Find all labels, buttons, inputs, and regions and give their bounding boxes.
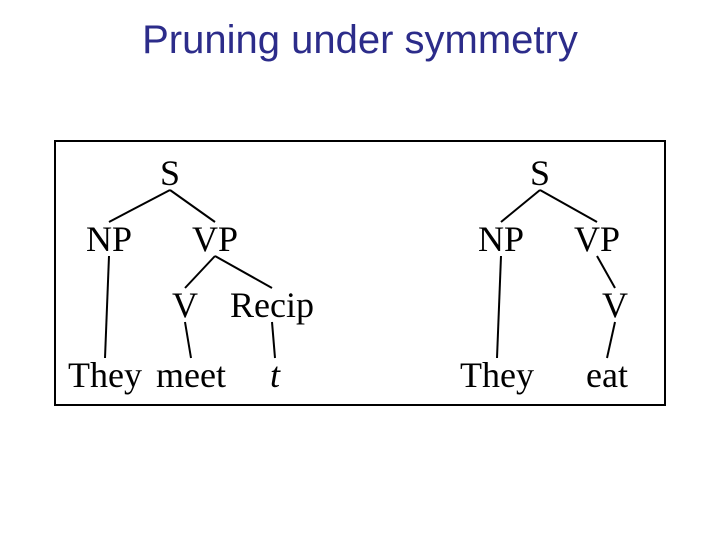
right-node-they: They	[460, 354, 534, 396]
left-node-s: S	[160, 152, 180, 194]
diagram-frame	[54, 140, 666, 406]
left-node-they: They	[68, 354, 142, 396]
left-node-vp: VP	[192, 218, 238, 260]
right-node-np: NP	[478, 218, 524, 260]
right-node-v: V	[602, 284, 628, 326]
left-node-v: V	[172, 284, 198, 326]
slide: Pruning under symmetry SNPVPVRecipTheyme…	[0, 0, 720, 540]
left-node-meet: meet	[156, 354, 226, 396]
right-node-vp: VP	[574, 218, 620, 260]
left-node-np: NP	[86, 218, 132, 260]
slide-title: Pruning under symmetry	[0, 18, 720, 63]
right-node-s: S	[530, 152, 550, 194]
left-node-recip: Recip	[230, 284, 314, 326]
right-node-eat: eat	[586, 354, 628, 396]
left-node-t: t	[270, 354, 280, 396]
